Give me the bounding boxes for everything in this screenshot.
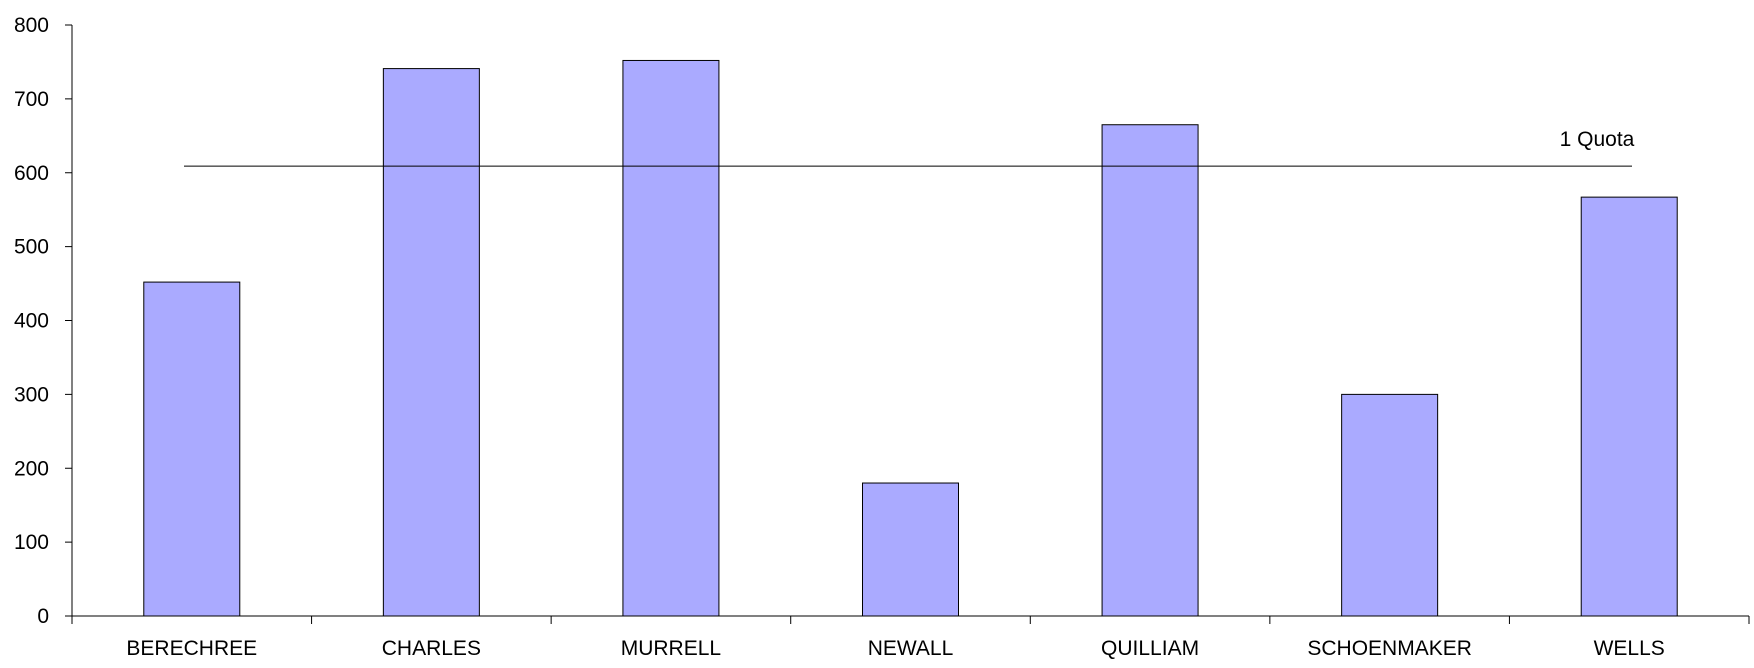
y-tick-label: 0	[37, 605, 49, 628]
bar-quilliam	[1101, 124, 1199, 617]
x-tick-label: BERECHREE	[126, 637, 257, 660]
quota-label: 1 Quota	[1560, 128, 1635, 151]
x-tick-label: WELLS	[1594, 637, 1665, 660]
bar-newall	[862, 482, 959, 617]
bar-charles	[382, 68, 480, 617]
quota-reference: 1 Quota	[184, 128, 1635, 167]
y-tick-label: 800	[14, 14, 49, 37]
y-axis: 0 100 200 300 400 500 600 700 800	[14, 14, 73, 628]
x-tick-label: CHARLES	[382, 637, 481, 660]
x-tick-label: NEWALL	[868, 637, 954, 660]
bar-berechree	[143, 281, 241, 617]
bar-wells	[1580, 196, 1678, 617]
y-tick-label: 300	[14, 383, 49, 406]
bar-schoenmaker	[1341, 393, 1439, 617]
bar-murrell	[622, 59, 720, 617]
y-tick-label: 400	[14, 310, 49, 333]
x-tick-label: SCHOENMAKER	[1307, 637, 1472, 660]
y-tick-label: 100	[14, 531, 49, 554]
y-tick-label: 500	[14, 236, 49, 259]
x-axis: BERECHREE CHARLES MURRELL NEWALL QUILLIAM SCH…	[71, 615, 1750, 660]
x-tick-label: MURRELL	[621, 637, 721, 660]
y-tick-label: 600	[14, 162, 49, 185]
x-tick-label: QUILLIAM	[1101, 637, 1199, 660]
y-tick-label: 700	[14, 88, 49, 111]
bar-series	[143, 59, 1678, 617]
y-tick-label: 200	[14, 457, 49, 480]
